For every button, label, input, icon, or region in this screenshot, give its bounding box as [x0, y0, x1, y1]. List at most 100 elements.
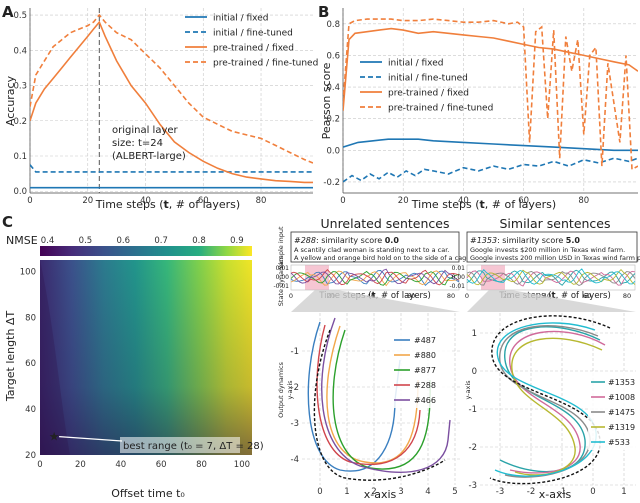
colorbar-tick: 0.6	[117, 236, 131, 246]
out-y-tick: -2	[469, 443, 477, 453]
heatmap-x-tick: 40	[115, 460, 126, 470]
y-tick-label: 0.0	[13, 187, 27, 197]
state-frame	[290, 264, 460, 291]
out-x-tick: 3	[398, 487, 403, 497]
colorbar-tick: 0.4	[41, 236, 55, 246]
out-x-tick: 1	[621, 487, 626, 497]
output-trajectory	[321, 317, 451, 473]
legend-label: initial / fixed	[213, 14, 268, 24]
out-x-tick: 0	[590, 487, 595, 497]
state-line	[290, 269, 460, 286]
y-tick-label: 0.5	[13, 11, 27, 21]
out-x-tick: 1	[344, 487, 349, 497]
state-x-tick: 40	[367, 292, 375, 300]
legend-bg	[588, 372, 636, 450]
unrelated-header: #288: similarity score 0.0	[294, 236, 399, 245]
legend-label: pre-trained / fine-tuned	[213, 59, 318, 69]
unrelated-out-legend: #487 #880 #877 #288 #466	[390, 330, 450, 408]
legend-label: #288	[414, 381, 436, 390]
unrelated-sentence-2: A yellow and orange bird hold on to the …	[294, 254, 472, 262]
out-x-tick: 0	[317, 487, 322, 497]
y-tick-label: 0.2	[326, 115, 340, 125]
out-x-tick: -1	[558, 487, 566, 497]
legend-label: #487	[414, 336, 436, 345]
heatmap-ylabel: Target length ΔT	[4, 311, 17, 403]
similar-zoom-wedge	[467, 290, 636, 312]
colorbar	[40, 246, 252, 256]
y-tick-label: 0.3	[13, 82, 27, 92]
heatmap-x-tick: 0	[37, 460, 42, 470]
state-y-tick: 0.01	[452, 265, 466, 272]
output-trajectory	[326, 325, 419, 464]
x-tick-label: 40	[140, 196, 151, 206]
unrelated-zoom-wedge	[291, 290, 460, 312]
legend-label: pre-trained / fixed	[213, 44, 294, 54]
similar-sentence-1: Google invests $200 million in Texas win…	[470, 246, 625, 254]
out-x-tick: -3	[496, 487, 504, 497]
similar-out-legend: #1353 #1008 #1475 #1319 #533	[588, 372, 636, 450]
y-tick-label: 0.4	[13, 46, 27, 56]
best-range-label-bg	[120, 437, 240, 453]
legend-label: initial / fine-tuned	[213, 29, 293, 39]
panel-letter-c: C	[2, 213, 13, 231]
panel-letter-a: A	[2, 3, 14, 21]
legend-label: #533	[608, 438, 630, 447]
panel-a-legend: initial / fixed initial / fine-tuned pre-t…	[185, 14, 318, 69]
panel-b-chart: 0 20 40 60 80 -0.2 0.0 0.2 0.4 0.6 0.8 initial / f…	[320, 8, 638, 211]
state-x-tick: 0	[465, 292, 469, 300]
panel-a-xlabel: Time steps (t, # of layers)	[95, 198, 240, 211]
state-x-tick: 60	[407, 292, 415, 300]
similar-yaxis-label: y-axis	[464, 380, 472, 400]
legend-label: initial / fine-tuned	[388, 74, 468, 84]
similar-sentences-panel: Similar sentences #1353: similarity scor…	[449, 216, 640, 501]
state-x-tick: 80	[623, 292, 631, 300]
out-x-tick: -2	[527, 487, 535, 497]
series-line	[343, 18, 638, 171]
x-tick-label: 0	[340, 196, 345, 206]
legend-label: #877	[414, 366, 436, 375]
unrelated-output-dynamics: 0 1 2 3 4 5 -1 -2 -3 -4 #487 #880 #877 #288 #466	[291, 313, 460, 497]
panel-b-legend: initial / fixed initial / fine-tuned pre-t…	[360, 59, 493, 114]
panel-letter-b: B	[318, 3, 329, 21]
heatmap-xlabel: Offset time t₀	[111, 487, 185, 500]
similar-header: #1353: similarity score 5.0	[470, 236, 580, 245]
x-tick-label: 60	[198, 196, 209, 206]
state-line	[290, 270, 460, 286]
panel-c-heatmap: NMSE 0.4 0.5 0.6 0.7 0.8 0.9 0 20 40 60 80 1002040…	[4, 234, 264, 500]
out-y-tick: -2	[291, 383, 299, 393]
heatmap-x-tick: 60	[156, 460, 167, 470]
out-y-tick: -3	[291, 419, 299, 429]
colorbar-tick: 0.8	[192, 236, 206, 246]
state-y-tick: 0.00	[452, 274, 466, 281]
out-y-tick: 1	[472, 329, 477, 339]
state-line	[290, 270, 460, 286]
heatmap-y-tick: 80	[25, 313, 36, 323]
series-line	[343, 27, 638, 111]
x-tick-label: 80	[256, 196, 267, 206]
legend-label: #466	[414, 396, 436, 405]
x-tick-label: 0	[27, 196, 32, 206]
out-x-tick: 5	[452, 487, 457, 497]
state-y-tick: 0.00	[276, 274, 290, 281]
out-y-tick: -1	[291, 347, 299, 357]
annotation-line-1: original layer	[112, 125, 179, 136]
out-x-tick: 4	[425, 487, 430, 497]
heatmap-y-tick: 20	[25, 451, 36, 461]
annotation-line-3: (ALBERT-large)	[112, 151, 186, 162]
y-tick-label: 0.4	[326, 83, 340, 93]
similar-sentence-2: Google invests 200 million USD in Texas …	[470, 254, 640, 262]
unrelated-sentences-panel: Unrelated sentences Sample input #288: s…	[273, 216, 472, 501]
heatmap-y-tick: 40	[25, 405, 36, 415]
best-range-arrow	[59, 436, 123, 442]
original-layer-annotation: original layer size: t=24 (ALBERT-large)	[112, 125, 186, 162]
unrelated-out-xlabel: x-axis	[364, 488, 397, 501]
similar-title: Similar sentences	[499, 216, 610, 231]
y-tick-label: 0.2	[13, 117, 27, 127]
y-tick-label: 0.6	[326, 51, 340, 61]
unrelated-sentence-1: A scantily clad woman is standing next t…	[294, 246, 449, 254]
state-x-tick: 80	[447, 292, 455, 300]
colorbar-tick: 0.5	[79, 236, 93, 246]
y-tick-label: 0.8	[326, 20, 340, 30]
similar-output-dynamics: -3 -2 -1 0 1 1 0 -1 -2 -3 #1353 #1008 #1475 #1319 #533	[469, 313, 636, 497]
